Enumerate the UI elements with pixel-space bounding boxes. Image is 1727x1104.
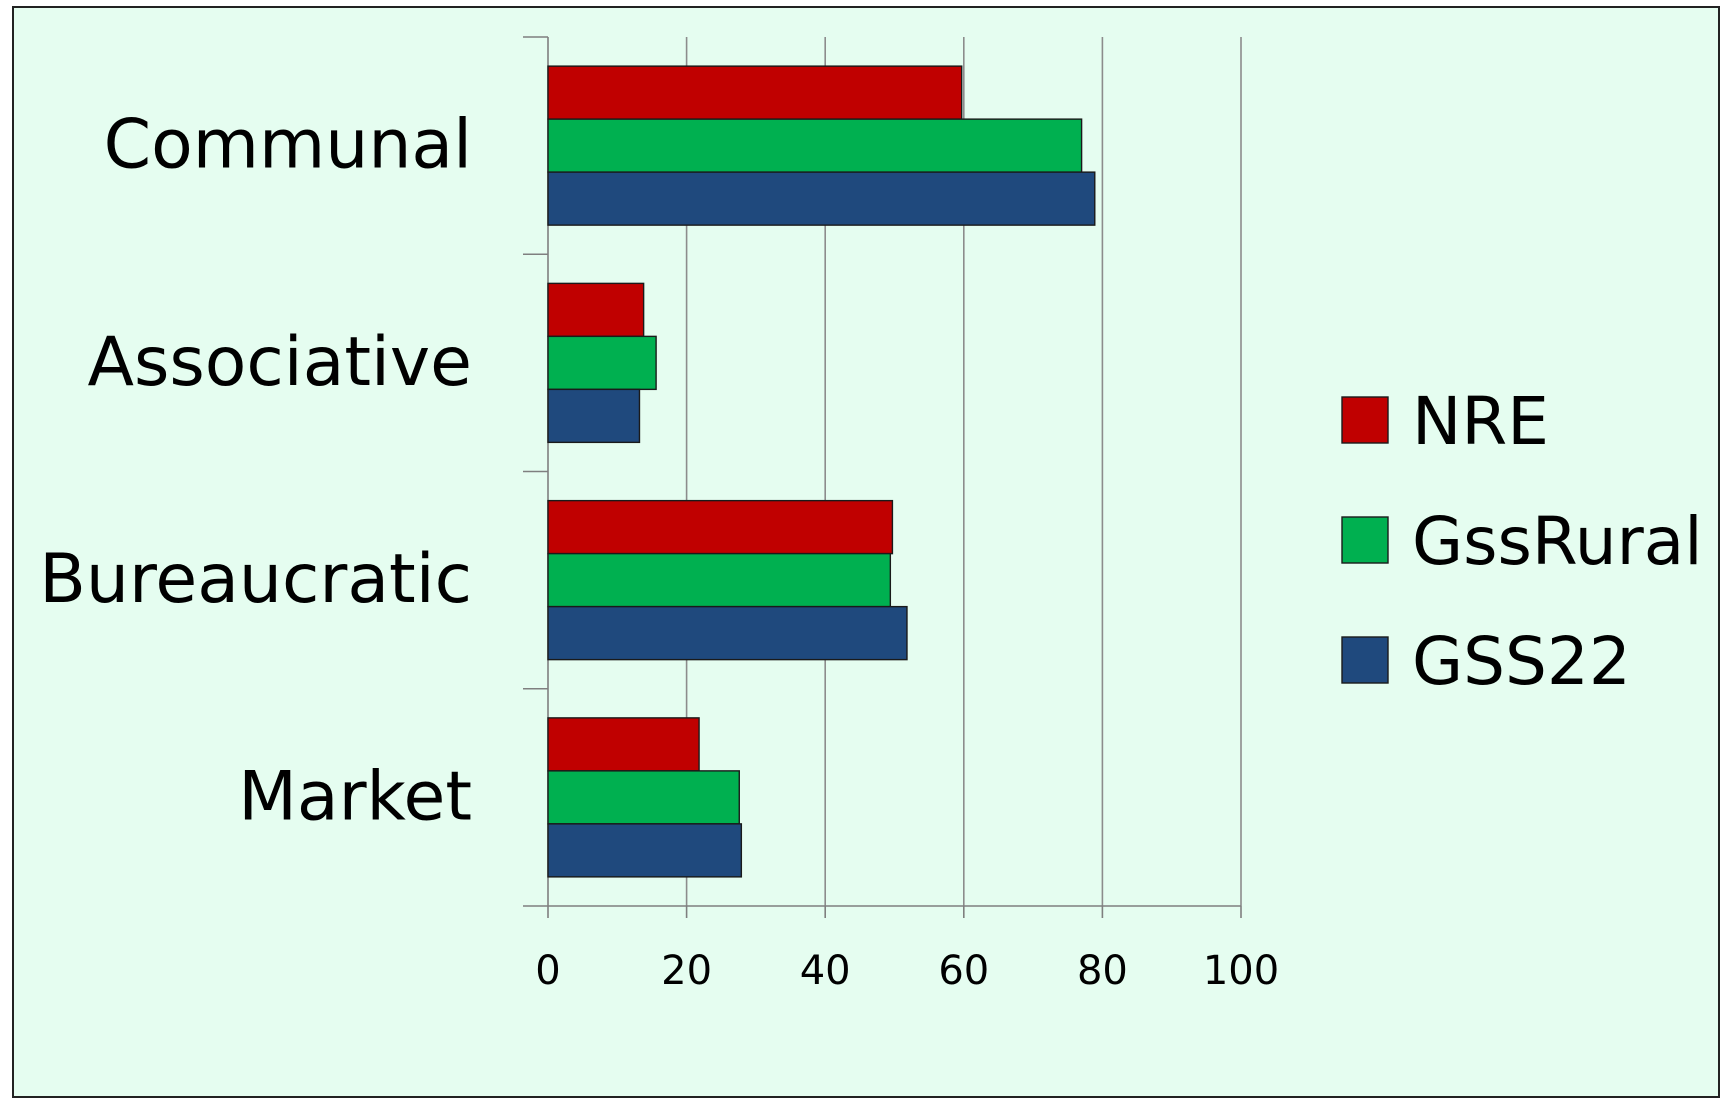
x-tick-label-100: 100 — [1203, 948, 1279, 994]
legend-swatch-gssrural — [1341, 516, 1389, 564]
bar-market-gss22 — [547, 823, 743, 878]
bar-chart: Communal Associative Bureaucratic Market 0 2… — [39, 36, 1703, 994]
x-tick-label-0: 0 — [535, 948, 560, 994]
x-tick-label-60: 60 — [938, 948, 989, 994]
bar-bureaucratic-gss22 — [547, 605, 908, 661]
legend: NRE GssRural GSS22 — [1341, 383, 1703, 700]
x-tick-label-80: 80 — [1077, 948, 1128, 994]
legend-swatch-gss22 — [1341, 636, 1389, 684]
bar-associative-nre — [547, 282, 645, 338]
legend-label-gssrural: GssRural — [1412, 503, 1703, 580]
bar-market-nre — [547, 717, 700, 772]
x-tick-labels: 0 20 40 60 80 100 — [535, 948, 1279, 994]
bar-communal-gss22 — [547, 171, 1096, 226]
legend-label-nre: NRE — [1412, 383, 1549, 460]
bar-bureaucratic-nre — [547, 499, 894, 555]
bar-bureaucratic-gssrural — [547, 552, 892, 608]
category-labels: Communal Associative Bureaucratic Market — [39, 106, 472, 837]
bar-communal-gssrural — [547, 118, 1083, 173]
legend-label-gss22: GSS22 — [1412, 623, 1631, 700]
category-label-communal: Communal — [104, 106, 472, 185]
chart-frame: Communal Associative Bureaucratic Market 0 2… — [12, 6, 1720, 1098]
bar-associative-gssrural — [547, 335, 657, 391]
legend-swatch-nre — [1341, 396, 1389, 444]
category-label-bureaucratic: Bureaucratic — [39, 540, 472, 619]
bars — [547, 65, 1096, 878]
category-label-associative: Associative — [87, 323, 472, 402]
bar-market-gssrural — [547, 770, 740, 825]
x-tick-label-40: 40 — [800, 948, 851, 994]
category-label-market: Market — [238, 757, 472, 836]
bar-associative-gss22 — [547, 388, 641, 444]
x-tick-label-20: 20 — [661, 948, 712, 994]
bar-communal-nre — [547, 65, 963, 120]
